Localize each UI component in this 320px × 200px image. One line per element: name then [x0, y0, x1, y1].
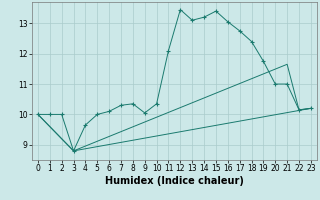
- X-axis label: Humidex (Indice chaleur): Humidex (Indice chaleur): [105, 176, 244, 186]
